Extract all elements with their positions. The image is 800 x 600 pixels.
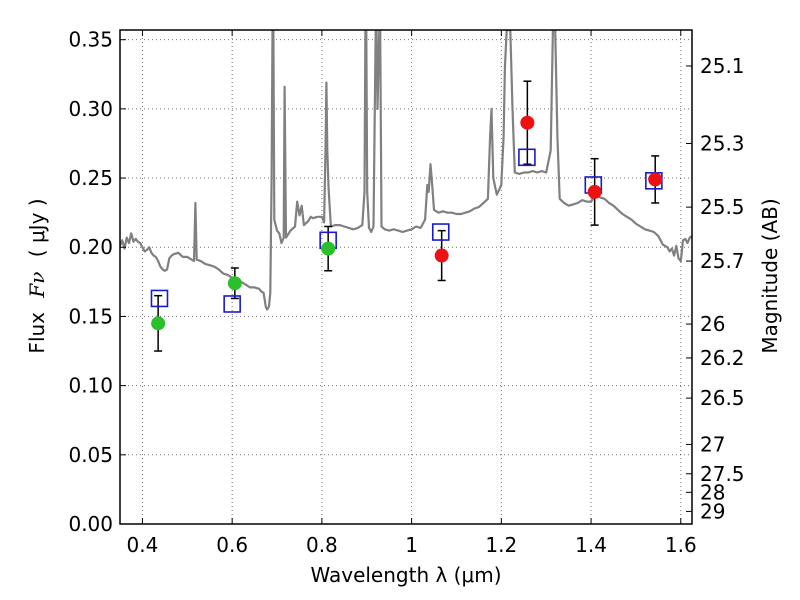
measured-point [434, 248, 449, 263]
x-tick-label: 1.6 [665, 533, 697, 557]
magnitude-tick-label: 26 [700, 312, 725, 336]
x-tick-label: 1.4 [575, 533, 607, 557]
magnitude-tick-label: 26.2 [700, 346, 745, 370]
y-axis-title: Flux Fν ( μJy ) [25, 198, 49, 353]
magnitude-tick-label: 25.3 [700, 131, 745, 155]
y-tick-label: 0.05 [68, 443, 113, 467]
x-tick-label: 1.2 [485, 533, 517, 557]
magnitude-tick-label: 27 [700, 432, 725, 456]
y-axis-title-symbol: Fν [25, 272, 49, 299]
y-tick-label: 0.30 [68, 97, 113, 121]
x-axis-ticks: 0.4 0.6 0.8 1 1.2 1.4 1.6 [127, 30, 697, 557]
measured-point [227, 276, 242, 291]
model-point-square [223, 295, 241, 313]
x-tick-label: 1 [405, 533, 418, 557]
magnitude-axis-title: Magnitude (AB) [758, 198, 782, 353]
x-tick-label: 0.6 [216, 533, 248, 557]
measured-point [648, 172, 663, 187]
magnitude-tick-label: 28 [700, 480, 725, 504]
y-tick-label: 0.00 [68, 512, 113, 536]
y-axis-ticks: 0.00 0.05 0.10 0.15 0.20 0.25 0.30 0.35 [68, 28, 126, 536]
magnitude-tick-label: 26.5 [700, 386, 745, 410]
model-point-square [431, 223, 450, 241]
model-spectrum-line [120, 30, 692, 311]
y-tick-label: 0.35 [68, 28, 113, 52]
magnitude-tick-label: 29 [700, 499, 725, 523]
magnitude-tick-label: 25.5 [700, 195, 745, 219]
measured-point [151, 316, 166, 331]
y-tick-label: 0.10 [68, 374, 113, 398]
magnitude-tick-label: 27.5 [700, 462, 745, 486]
y-axis-title-unit: ( μJy ) [25, 198, 49, 257]
model-point-square [150, 289, 169, 308]
grid [120, 30, 692, 525]
plot-frame [119, 29, 693, 525]
model-point-square [518, 148, 536, 167]
x-tick-label: 0.4 [127, 533, 159, 557]
x-axis-title: Wavelength λ (μm) [310, 563, 501, 587]
magnitude-tick-label: 25.1 [700, 54, 745, 78]
error-bars [154, 80, 660, 352]
measured-points [151, 115, 663, 331]
measured-point [321, 241, 336, 256]
y-tick-label: 0.25 [68, 166, 113, 190]
measured-point [587, 184, 602, 199]
measured-point [520, 115, 535, 130]
y-tick-label: 0.20 [68, 235, 113, 259]
magnitude-tick-label: 25.7 [700, 249, 745, 273]
x-tick-label: 0.8 [306, 533, 338, 557]
y-tick-label: 0.15 [68, 304, 113, 328]
y-axis-title-text: Flux [25, 312, 49, 354]
model-spectrum [120, 30, 692, 311]
